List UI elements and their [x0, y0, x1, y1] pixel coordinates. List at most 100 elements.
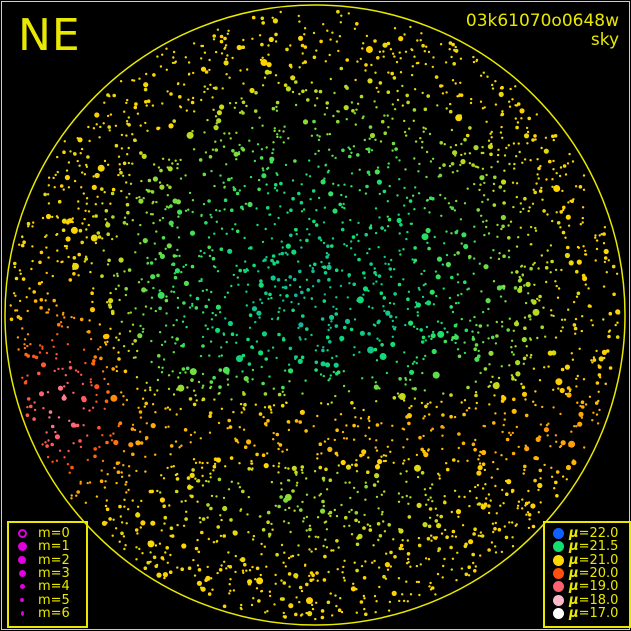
star-point [289, 44, 292, 47]
star-point [275, 189, 279, 192]
star-point [497, 527, 502, 532]
star-point [263, 406, 267, 409]
star-point [445, 107, 448, 110]
star-point [454, 302, 458, 305]
star-point [133, 339, 137, 343]
star-point [350, 508, 353, 512]
star-point [122, 345, 126, 348]
star-point [414, 186, 417, 189]
star-point [515, 125, 519, 130]
star-point [90, 291, 94, 296]
star-point [118, 298, 121, 302]
star-point [463, 152, 467, 155]
star-point [539, 435, 542, 439]
brightness-legend-label: =21.5 [578, 539, 619, 555]
star-point [70, 315, 73, 319]
star-point [406, 297, 410, 302]
star-point [391, 319, 394, 323]
star-point [426, 94, 431, 98]
star-point [343, 525, 346, 528]
star-point [327, 323, 330, 327]
star-point [283, 551, 286, 554]
star-point [536, 173, 539, 176]
star-point [329, 326, 332, 329]
star-point [544, 335, 547, 338]
star-point [41, 216, 45, 220]
star-point [172, 465, 175, 468]
star-point [170, 465, 173, 468]
star-point [274, 582, 277, 585]
star-point [99, 356, 103, 361]
star-point [131, 219, 134, 222]
star-point [548, 159, 552, 164]
star-point [404, 168, 407, 171]
star-point [563, 318, 567, 321]
star-point [591, 419, 594, 422]
star-point [450, 128, 454, 132]
star-point [251, 538, 255, 541]
star-point [386, 215, 389, 218]
star-point [424, 339, 427, 342]
star-point [325, 335, 330, 340]
star-point [140, 520, 146, 526]
star-point [171, 224, 174, 228]
star-point [193, 431, 196, 434]
star-point [272, 438, 275, 441]
star-point [511, 536, 514, 539]
star-point [182, 342, 185, 346]
star-point [429, 487, 432, 490]
star-point [205, 288, 208, 292]
star-point [213, 462, 217, 466]
star-point [517, 287, 523, 293]
star-point [415, 453, 419, 457]
star-point [52, 298, 56, 303]
brightness-legend-item: μ =18.0 [551, 592, 624, 608]
star-point [185, 510, 188, 513]
brightness-color-icon [551, 607, 565, 619]
star-point [223, 60, 229, 66]
magnitude-marker-icon [15, 529, 29, 539]
star-point [243, 445, 248, 450]
star-point [13, 265, 16, 269]
star-point [194, 394, 197, 397]
star-point [229, 518, 233, 522]
star-point [312, 31, 316, 35]
star-point [496, 153, 500, 157]
star-point [564, 236, 567, 239]
star-point [450, 568, 453, 571]
star-point [539, 164, 542, 168]
star-point [254, 403, 257, 406]
star-point [104, 399, 109, 404]
star-point [399, 253, 402, 256]
star-point [85, 165, 89, 168]
star-point [456, 273, 459, 276]
star-point [379, 291, 384, 296]
star-point [391, 103, 394, 106]
star-point [333, 91, 336, 95]
star-point [590, 359, 593, 362]
star-point [140, 278, 143, 281]
star-point [373, 270, 377, 275]
star-point [55, 357, 58, 360]
star-point [540, 325, 544, 330]
star-point [368, 173, 371, 176]
star-point [500, 227, 503, 231]
star-point [255, 207, 258, 210]
star-point [353, 112, 356, 115]
star-point [509, 87, 512, 91]
star-point [445, 261, 451, 268]
star-point [328, 191, 334, 197]
star-point [106, 390, 110, 394]
star-point [485, 225, 488, 229]
star-point [228, 583, 231, 586]
star-point [478, 262, 481, 265]
star-point [273, 285, 277, 288]
star-point [508, 100, 511, 103]
star-point [167, 158, 171, 161]
star-point [301, 471, 304, 474]
star-point [407, 421, 411, 426]
star-point [145, 211, 148, 214]
brightness-legend-label: =18.0 [578, 592, 619, 608]
star-point [287, 467, 290, 470]
star-point [186, 476, 191, 480]
